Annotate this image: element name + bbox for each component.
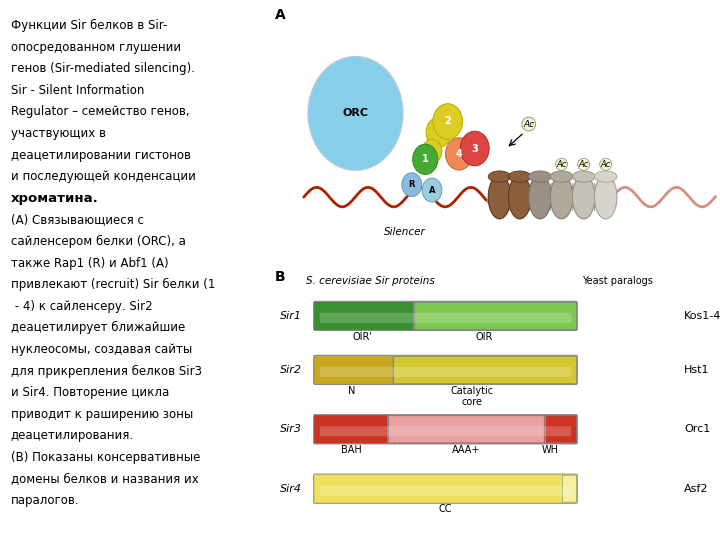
Text: Asf2: Asf2 xyxy=(684,484,708,494)
Text: B: B xyxy=(274,270,285,284)
FancyBboxPatch shape xyxy=(314,301,577,330)
Text: S. cerevisiae Sir proteins: S. cerevisiae Sir proteins xyxy=(306,276,435,287)
Text: ORC: ORC xyxy=(343,109,369,118)
Text: нуклеосомы, создавая сайты: нуклеосомы, создавая сайты xyxy=(11,343,192,356)
Text: - 4) к сайленсеру. Sir2: - 4) к сайленсеру. Sir2 xyxy=(11,300,153,313)
Text: и Sir4. Повторение цикла: и Sir4. Повторение цикла xyxy=(11,386,169,399)
Text: Sir1: Sir1 xyxy=(279,311,302,321)
Text: домены белков и названия их: домены белков и названия их xyxy=(11,472,199,485)
Text: N: N xyxy=(348,386,355,396)
Text: 1: 1 xyxy=(422,154,428,164)
Ellipse shape xyxy=(595,176,617,219)
Text: приводит к раширению зоны: приводит к раширению зоны xyxy=(11,408,193,421)
Circle shape xyxy=(413,144,438,174)
Ellipse shape xyxy=(550,171,573,182)
Text: Catalytic
core: Catalytic core xyxy=(450,386,493,407)
FancyBboxPatch shape xyxy=(320,313,571,323)
Circle shape xyxy=(426,117,451,147)
Ellipse shape xyxy=(595,171,617,182)
FancyBboxPatch shape xyxy=(314,355,577,384)
FancyBboxPatch shape xyxy=(320,485,571,496)
Circle shape xyxy=(402,173,422,197)
Ellipse shape xyxy=(488,171,510,182)
Text: паралогов.: паралогов. xyxy=(11,494,79,507)
Text: 4: 4 xyxy=(456,149,462,159)
FancyBboxPatch shape xyxy=(314,474,577,503)
Text: Sir - Silent Information: Sir - Silent Information xyxy=(11,84,144,97)
Text: Regulator – семейство генов,: Regulator – семейство генов, xyxy=(11,105,189,118)
Text: Sir3: Sir3 xyxy=(279,424,302,434)
Text: участвующих в: участвующих в xyxy=(11,127,106,140)
Text: Yeast paralogs: Yeast paralogs xyxy=(582,276,652,287)
Ellipse shape xyxy=(550,176,573,219)
Text: R: R xyxy=(408,180,415,189)
Circle shape xyxy=(433,104,463,139)
Text: Silencer: Silencer xyxy=(384,227,426,237)
FancyBboxPatch shape xyxy=(393,356,577,383)
Ellipse shape xyxy=(508,171,531,182)
Text: Sir4: Sir4 xyxy=(279,484,302,494)
Text: A: A xyxy=(428,186,436,194)
Text: Функции Sir белков в Sir-: Функции Sir белков в Sir- xyxy=(11,19,167,32)
Text: Ac: Ac xyxy=(578,160,589,169)
Text: привлекают (recruit) Sir белки (1: привлекают (recruit) Sir белки (1 xyxy=(11,278,215,291)
Circle shape xyxy=(422,139,442,163)
Text: AAA+: AAA+ xyxy=(452,445,480,455)
FancyBboxPatch shape xyxy=(314,415,577,444)
Text: деацетилирует ближайшие: деацетилирует ближайшие xyxy=(11,321,185,334)
Text: Ac: Ac xyxy=(600,160,611,169)
Text: WH: WH xyxy=(541,445,559,455)
Text: Hst1: Hst1 xyxy=(684,365,709,375)
Ellipse shape xyxy=(488,176,510,219)
Text: деацетилирования.: деацетилирования. xyxy=(11,429,134,442)
Ellipse shape xyxy=(572,176,595,219)
Text: хроматина.: хроматина. xyxy=(11,192,99,205)
Ellipse shape xyxy=(572,171,595,182)
Text: и последующей конденсации: и последующей конденсации xyxy=(11,170,196,183)
FancyBboxPatch shape xyxy=(562,475,577,502)
Text: Ac: Ac xyxy=(523,119,534,129)
Text: деацетилировании гистонов: деацетилировании гистонов xyxy=(11,148,191,161)
Text: Sir2: Sir2 xyxy=(279,365,302,375)
Text: для прикрепления белков Sir3: для прикрепления белков Sir3 xyxy=(11,364,202,377)
Text: 2: 2 xyxy=(444,117,451,126)
Text: Orc1: Orc1 xyxy=(684,424,710,434)
Text: OIR': OIR' xyxy=(352,332,372,342)
FancyBboxPatch shape xyxy=(387,416,545,443)
Text: (А) Связывающиеся с: (А) Связывающиеся с xyxy=(11,213,144,226)
Ellipse shape xyxy=(528,176,552,219)
Ellipse shape xyxy=(508,176,531,219)
Circle shape xyxy=(308,57,402,170)
Circle shape xyxy=(446,138,472,170)
Circle shape xyxy=(460,131,489,166)
Ellipse shape xyxy=(528,171,552,182)
Text: OIR: OIR xyxy=(476,332,493,342)
Text: также Rap1 (R) и Abf1 (A): также Rap1 (R) и Abf1 (A) xyxy=(11,256,168,269)
Text: генов (Sir-mediated silencing).: генов (Sir-mediated silencing). xyxy=(11,62,195,75)
Text: опосредованном глушении: опосредованном глушении xyxy=(11,40,181,53)
Text: (В) Показаны консервативные: (В) Показаны консервативные xyxy=(11,451,200,464)
Text: сайленсером белки (ORC), а: сайленсером белки (ORC), а xyxy=(11,235,186,248)
Text: A: A xyxy=(274,8,285,22)
Circle shape xyxy=(422,178,442,202)
FancyBboxPatch shape xyxy=(414,302,577,329)
Text: Kos1-4: Kos1-4 xyxy=(684,311,720,321)
Text: CC: CC xyxy=(438,504,452,515)
Text: 3: 3 xyxy=(472,144,478,153)
FancyBboxPatch shape xyxy=(544,416,577,443)
FancyBboxPatch shape xyxy=(320,367,571,377)
FancyBboxPatch shape xyxy=(320,426,571,436)
Text: BAH: BAH xyxy=(341,445,362,455)
Text: Ac: Ac xyxy=(557,160,567,169)
